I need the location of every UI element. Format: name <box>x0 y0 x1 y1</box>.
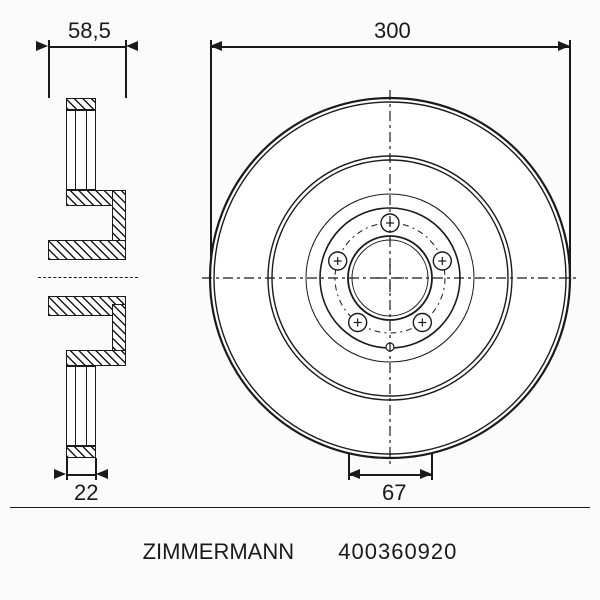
dim-thk-label: 22 <box>70 480 102 506</box>
dim-thk-line <box>66 474 96 476</box>
dim-thk-arrow-l <box>54 469 66 479</box>
divider <box>10 507 590 509</box>
front-view <box>20 30 580 470</box>
dim-bore-label: 67 <box>378 480 410 506</box>
dim-thk-arrow-r <box>96 469 108 479</box>
footer: ZIMMERMANN 400360920 <box>0 539 600 565</box>
dim-bore-arrow-r <box>420 469 432 479</box>
dim-bore-arrow-l <box>348 469 360 479</box>
brand-name: ZIMMERMANN <box>143 539 295 564</box>
part-number: 400360920 <box>338 539 457 564</box>
drawing-area: 58,5 300 22 <box>20 30 580 470</box>
